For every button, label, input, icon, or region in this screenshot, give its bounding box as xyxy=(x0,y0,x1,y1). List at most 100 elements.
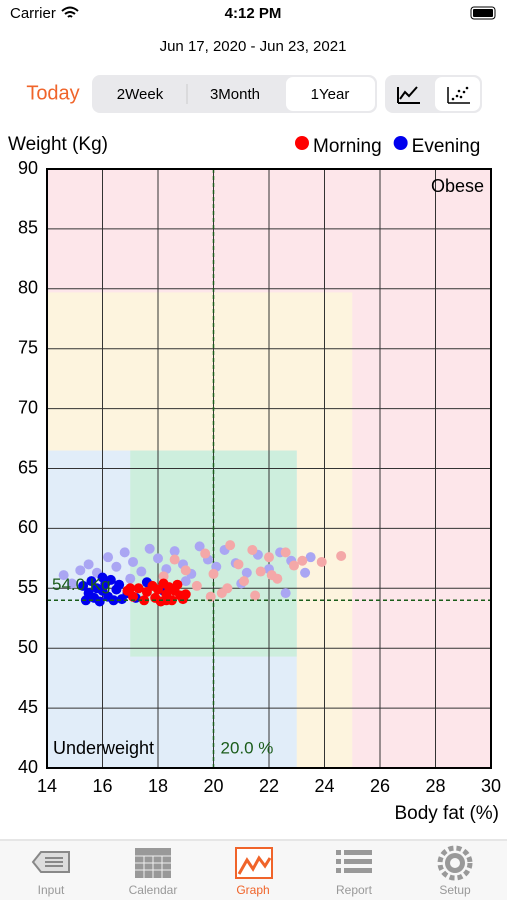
data-point xyxy=(264,552,274,563)
data-point xyxy=(86,576,97,587)
x-tick-label: 30 xyxy=(481,776,501,796)
report-icon[interactable] xyxy=(336,850,372,873)
zone-label: Underweight xyxy=(53,738,154,758)
y-tick-label: 60 xyxy=(18,517,38,537)
x-tick-label: 14 xyxy=(37,776,57,796)
data-point xyxy=(128,591,139,602)
plot-frame xyxy=(46,168,492,769)
segment-button[interactable]: 1Year xyxy=(311,86,350,103)
data-point xyxy=(78,580,89,591)
zone-label: Obese xyxy=(431,176,484,196)
data-point xyxy=(205,591,216,602)
data-point xyxy=(194,541,205,552)
y-tick-label: 85 xyxy=(18,218,38,238)
data-point xyxy=(125,573,136,584)
tab-label[interactable]: Calendar xyxy=(129,883,178,897)
data-point xyxy=(191,580,202,591)
data-point xyxy=(128,556,139,567)
x-tick-label: 26 xyxy=(370,776,390,796)
setup-icon[interactable] xyxy=(437,845,473,881)
data-point xyxy=(125,583,136,594)
battery xyxy=(470,6,496,20)
tab-label[interactable]: Report xyxy=(336,883,373,897)
data-point xyxy=(225,540,236,551)
data-point xyxy=(305,552,316,563)
legend-label: Morning xyxy=(313,136,382,157)
data-point xyxy=(247,544,258,555)
data-point xyxy=(94,596,105,607)
data-point xyxy=(144,543,155,554)
segment-selected xyxy=(286,77,375,111)
segment-button[interactable]: 2Week xyxy=(117,86,164,103)
y-tick-label: 75 xyxy=(18,337,38,357)
y-tick-label: 55 xyxy=(18,577,38,597)
data-point xyxy=(180,589,191,600)
reference-label-x: 20.0 % xyxy=(221,738,274,757)
data-point xyxy=(255,566,266,577)
x-tick-label: 24 xyxy=(314,776,334,796)
data-point xyxy=(239,576,250,587)
scatter-graph-icon[interactable] xyxy=(447,86,470,104)
tab-label[interactable]: Setup xyxy=(439,883,471,897)
reference-label-y: 54.0 Kg xyxy=(52,575,111,594)
data-point xyxy=(133,583,144,594)
y-tick-label: 80 xyxy=(18,278,38,298)
data-point xyxy=(300,567,311,578)
data-point xyxy=(169,546,180,557)
data-point xyxy=(103,552,114,563)
data-point xyxy=(280,547,291,558)
data-point xyxy=(169,554,180,565)
data-point xyxy=(58,570,69,581)
y-axis-label: Weight (Kg) xyxy=(8,134,108,155)
data-point xyxy=(222,583,233,594)
data-point xyxy=(158,571,169,582)
carrier: Carrier xyxy=(10,5,56,22)
data-point xyxy=(336,550,347,561)
data-point xyxy=(114,579,125,590)
data-point xyxy=(316,556,327,567)
data-point xyxy=(297,555,308,566)
y-tick-label: 90 xyxy=(18,158,38,178)
y-tick-label: 50 xyxy=(18,637,38,657)
graph-icon[interactable] xyxy=(235,847,273,879)
data-point xyxy=(280,588,291,599)
data-point xyxy=(75,565,86,576)
data-point xyxy=(153,553,163,564)
data-point xyxy=(180,576,191,587)
wifi-icon xyxy=(61,6,79,18)
line-graph-icon[interactable] xyxy=(397,86,420,104)
x-axis-label: Body fat (%) xyxy=(394,803,499,824)
legend-marker xyxy=(393,136,408,150)
today-button[interactable]: Today xyxy=(26,82,79,104)
tab-label[interactable]: Graph xyxy=(236,883,269,897)
data-point xyxy=(105,574,116,585)
data-point xyxy=(241,567,252,578)
data-point xyxy=(208,568,219,579)
data-point xyxy=(97,572,108,583)
segment-button[interactable]: 3Month xyxy=(210,86,260,103)
data-point xyxy=(83,559,94,570)
battery-level xyxy=(473,9,493,17)
data-point xyxy=(288,560,299,571)
tab-label[interactable]: Input xyxy=(38,883,65,897)
data-point xyxy=(250,590,261,601)
clock: 4:12 PM xyxy=(225,5,282,22)
y-tick-label: 40 xyxy=(18,757,38,777)
data-point xyxy=(139,595,150,606)
x-tick-label: 22 xyxy=(259,776,279,796)
data-point xyxy=(111,561,122,572)
y-tick-label: 45 xyxy=(18,697,38,717)
x-tick-label: 20 xyxy=(203,776,223,796)
calendar-icon[interactable] xyxy=(135,848,171,878)
legend-marker xyxy=(295,136,309,150)
x-tick-label: 16 xyxy=(92,776,112,796)
x-tick-label: 28 xyxy=(425,776,445,796)
input-icon[interactable] xyxy=(31,851,70,873)
data-point xyxy=(136,566,147,577)
data-point xyxy=(233,559,244,570)
data-point xyxy=(172,579,183,590)
y-tick-label: 70 xyxy=(18,397,38,417)
y-tick-label: 65 xyxy=(18,457,38,477)
